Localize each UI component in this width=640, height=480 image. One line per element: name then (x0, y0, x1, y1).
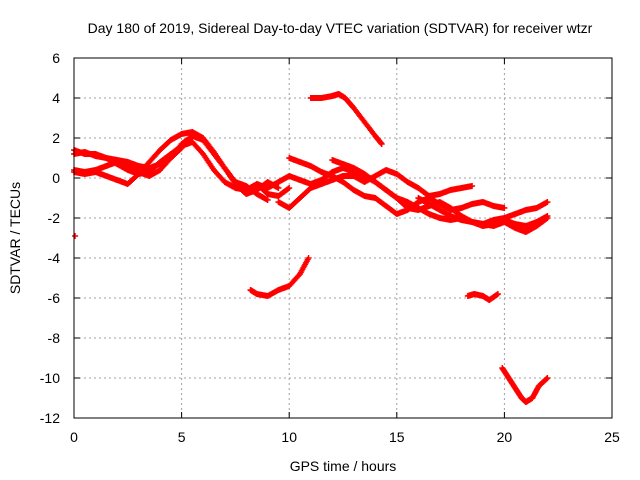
data-point (286, 185, 293, 191)
y-tick-label: 4 (52, 90, 60, 106)
data-point (177, 146, 184, 152)
series-arc-e (275, 167, 476, 211)
series-arc-l (464, 291, 501, 303)
data-point (494, 291, 501, 297)
data-point (275, 185, 282, 191)
data-point (501, 205, 508, 211)
series-arc-d (71, 145, 185, 171)
data-point (469, 183, 476, 189)
series-arc-k (247, 255, 312, 299)
series-arc-i (415, 195, 551, 235)
grid-lines (74, 58, 612, 418)
data-points (71, 91, 551, 405)
y-tick-label: -10 (40, 370, 60, 386)
data-point (178, 145, 185, 151)
data-point (72, 233, 79, 239)
x-tick-label: 25 (604, 429, 620, 445)
data-point (544, 199, 551, 205)
chart-title: Day 180 of 2019, Sidereal Day-to-day VTE… (88, 20, 593, 36)
data-point (305, 255, 312, 261)
data-point (544, 375, 551, 381)
series-arc-c (71, 129, 282, 197)
data-point (378, 141, 385, 147)
x-tick-label: 15 (389, 429, 405, 445)
data-point (285, 185, 292, 192)
y-tick-label: -8 (48, 330, 61, 346)
y-tick-label: -6 (48, 290, 61, 306)
plot-frame (73, 57, 613, 419)
y-tick-label: -12 (40, 410, 60, 426)
x-tick-label: 5 (178, 429, 186, 445)
series-point-n (72, 233, 79, 239)
y-tick-label: 2 (52, 130, 60, 146)
data-point (543, 215, 550, 222)
y-tick-label: 6 (52, 50, 60, 66)
series-arc-m (499, 365, 551, 405)
y-tick-label: -2 (48, 210, 61, 226)
series-arc-j (307, 91, 385, 147)
x-tick-label: 10 (281, 429, 297, 445)
data-point (264, 197, 271, 203)
x-tick-label: 0 (70, 429, 78, 445)
y-tick-label: 0 (52, 170, 60, 186)
x-tick-label: 20 (497, 429, 513, 445)
x-axis-label: GPS time / hours (290, 458, 397, 474)
y-tick-label: -4 (48, 250, 61, 266)
series-arc-b (71, 133, 271, 203)
data-point (543, 375, 550, 382)
data-point (544, 215, 551, 221)
y-axis-label: SDTVAR / TECUs (7, 182, 23, 294)
axis-ticks: 0 5 10 15 20 25 -12 -10 -8 -6 -4 -2 0 2 4 6 (40, 50, 620, 445)
